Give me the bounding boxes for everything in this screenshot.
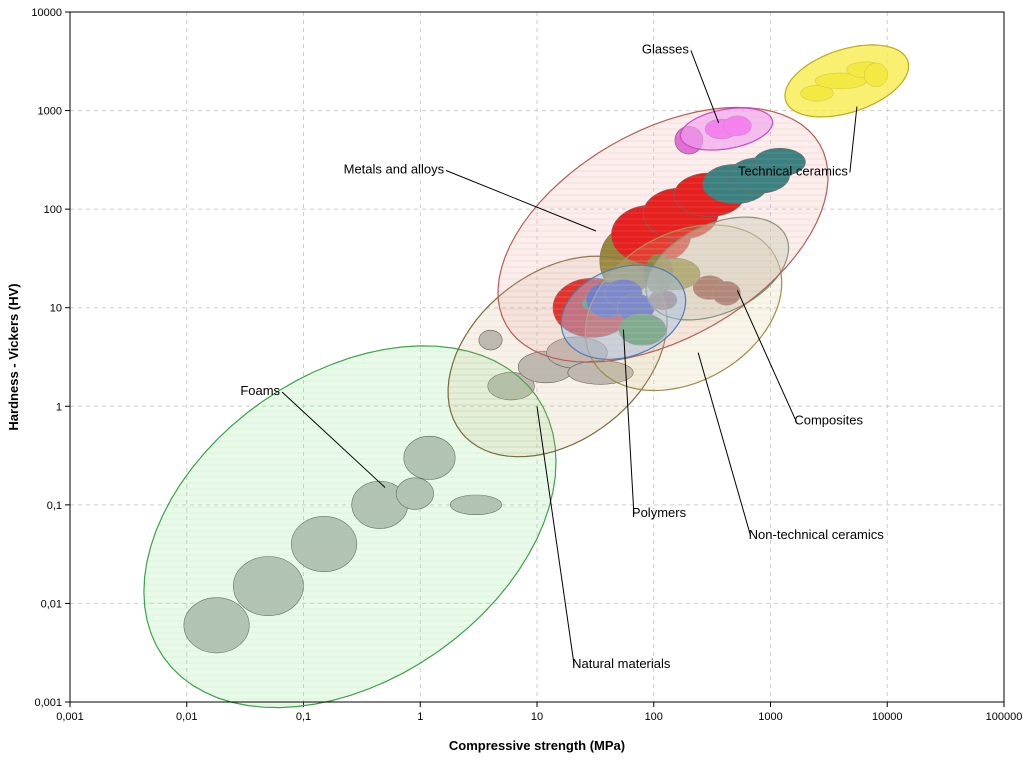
y-axis-label: Hardness - Vickers (HV) bbox=[6, 283, 21, 430]
x-tick-label: 1000 bbox=[758, 711, 782, 723]
callout-label: Technical ceramics bbox=[738, 163, 848, 178]
y-tick-label: 10 bbox=[50, 303, 62, 315]
callout-label: Polymers bbox=[632, 505, 687, 520]
x-tick-label: 0,01 bbox=[176, 711, 197, 723]
callout-label: Natural materials bbox=[572, 656, 671, 671]
x-tick-label: 100 bbox=[645, 711, 663, 723]
y-tick-label: 0,001 bbox=[34, 697, 62, 709]
x-tick-label: 10 bbox=[531, 711, 543, 723]
x-tick-label: 10000 bbox=[872, 711, 903, 723]
x-tick-label: 1 bbox=[417, 711, 423, 723]
y-tick-label: 1 bbox=[56, 401, 62, 413]
callout-label: Foams bbox=[240, 383, 280, 398]
callout-label: Metals and alloys bbox=[344, 161, 445, 176]
y-tick-label: 0,1 bbox=[47, 500, 62, 512]
x-tick-label: 100000 bbox=[986, 711, 1023, 723]
y-tick-label: 1000 bbox=[38, 106, 62, 118]
callout-label: Glasses bbox=[642, 41, 689, 56]
x-tick-label: 0,1 bbox=[296, 711, 311, 723]
callout-label: Composites bbox=[794, 413, 863, 428]
x-axis-label: Compressive strength (MPa) bbox=[449, 738, 625, 753]
y-tick-label: 10000 bbox=[31, 7, 62, 19]
callout-label: Non-technical ceramics bbox=[749, 527, 885, 542]
y-tick-label: 0,01 bbox=[41, 598, 62, 610]
y-tick-label: 100 bbox=[44, 204, 62, 216]
x-tick-label: 0,001 bbox=[56, 711, 84, 723]
ashby-chart: 0,001 0,01 0,1 1 10 100 1000 10000 100000 0,001 0,… bbox=[0, 0, 1024, 762]
